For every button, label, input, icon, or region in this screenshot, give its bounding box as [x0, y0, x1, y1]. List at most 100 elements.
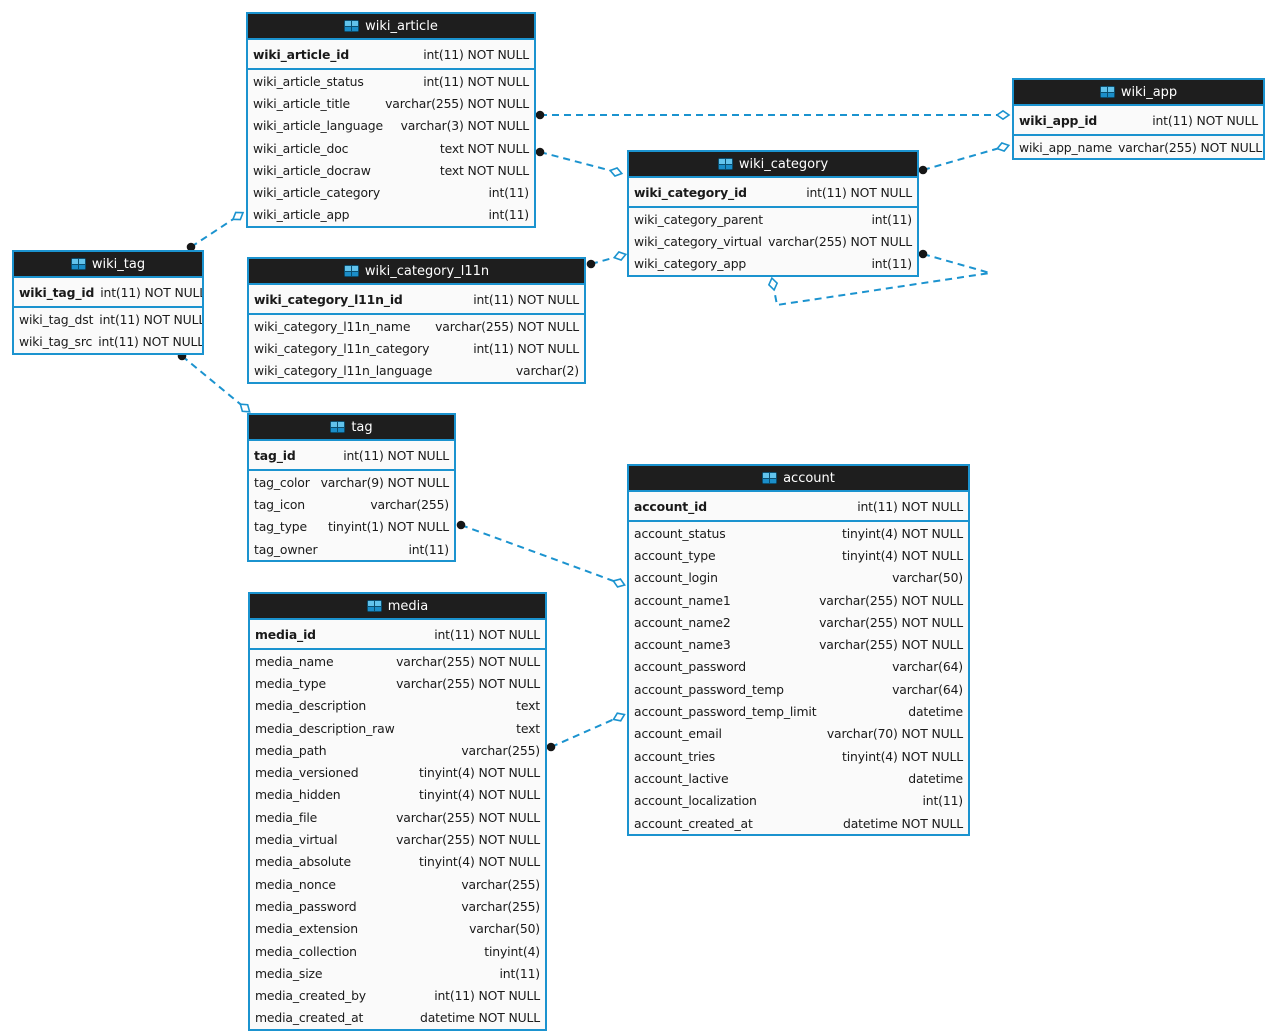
column-type: datetime: [908, 770, 963, 786]
columns-section: wiki_category_parent int(11) wiki_category…: [629, 208, 917, 275]
column-name: media_password: [255, 898, 357, 914]
column-name: wiki_category_app: [634, 256, 747, 272]
column-row-wiki_article_title: wiki_article_title varchar(255) NOT NULL: [248, 92, 534, 114]
table-title: media: [387, 598, 429, 614]
table-icon: [1099, 86, 1115, 98]
column-name: tag_type: [254, 519, 307, 535]
column-name: media_created_at: [255, 1010, 364, 1026]
table-wiki_category[interactable]: wiki_category wiki_category_id int(11) NOT…: [627, 150, 919, 277]
column-row-media_nonce: media_nonce varchar(255): [250, 873, 545, 895]
column-name: account_name3: [634, 637, 731, 653]
column-row-account_name1: account_name1 varchar(255) NOT NULL: [629, 589, 968, 611]
column-row-account_tries: account_tries tinyint(4) NOT NULL: [629, 745, 968, 767]
column-name: account_login: [634, 570, 718, 586]
table-header: tag: [249, 415, 454, 441]
column-name: account_password: [634, 659, 746, 675]
column-name: account_id: [634, 498, 707, 514]
column-row-wiki_category_parent: wiki_category_parent int(11): [629, 208, 917, 230]
column-name: wiki_article_doc: [253, 140, 349, 156]
column-row-media_id: media_id int(11) NOT NULL: [250, 620, 545, 648]
column-name: media_nonce: [255, 876, 336, 892]
table-media[interactable]: media media_id int(11) NOT NULL media_name v…: [248, 592, 547, 1032]
column-type: varchar(255) NOT NULL: [385, 95, 529, 111]
column-type: varchar(255) NOT NULL: [819, 614, 963, 630]
relationship-wiki_tag-to-tag[interactable]: [181, 355, 246, 409]
connector-diamond-endpoint-icon: [767, 276, 779, 292]
table-wiki_category_l11n[interactable]: wiki_category_l11n wiki_category_l11n_id i…: [247, 257, 586, 384]
column-row-account_name3: account_name3 varchar(255) NOT NULL: [629, 633, 968, 655]
table-title: tag: [351, 419, 373, 435]
column-row-wiki_category_id: wiki_category_id int(11) NOT NULL: [629, 178, 917, 206]
column-name: media_file: [255, 809, 318, 825]
table-icon: [70, 258, 86, 270]
column-type: int(11) NOT NULL: [857, 498, 963, 514]
column-row-media_collection: media_collection tinyint(4): [250, 940, 545, 962]
column-name: tag_id: [254, 447, 296, 463]
column-row-media_description: media_description text: [250, 695, 545, 717]
column-type: varchar(255): [370, 496, 449, 512]
column-row-media_password: media_password varchar(255): [250, 895, 545, 917]
column-row-tag_icon: tag_icon varchar(255): [249, 493, 454, 515]
column-type: varchar(255) NOT NULL: [819, 592, 963, 608]
column-row-media_path: media_path varchar(255): [250, 739, 545, 761]
column-type: tinyint(4): [484, 943, 540, 959]
column-name: wiki_article_status: [253, 73, 364, 89]
column-name: wiki_category_parent: [634, 211, 763, 227]
column-row-wiki_category_virtual: wiki_category_virtual varchar(255) NOT NU…: [629, 230, 917, 252]
column-type: text NOT NULL: [439, 140, 529, 156]
column-name: wiki_article_app: [253, 207, 350, 223]
column-name: account_email: [634, 726, 722, 742]
column-type: int(11) NOT NULL: [473, 291, 579, 307]
table-title: wiki_category_l11n: [364, 263, 490, 279]
column-row-account_type: account_type tinyint(4) NOT NULL: [629, 544, 968, 566]
column-name: media_created_by: [255, 988, 366, 1004]
column-name: wiki_tag_dst: [19, 311, 94, 327]
connector-dot-endpoint-icon: [918, 249, 928, 259]
column-name: account_password_temp_limit: [634, 704, 817, 720]
table-icon: [366, 600, 382, 612]
table-wiki_app[interactable]: wiki_app wiki_app_id int(11) NOT NULL wiki_…: [1012, 78, 1265, 161]
table-tag[interactable]: tag tag_id int(11) NOT NULL tag_color varcha…: [247, 413, 456, 563]
connector-diamond-endpoint-icon: [995, 142, 1011, 152]
column-name: tag_owner: [254, 541, 318, 557]
column-row-account_password_temp_limit: account_password_temp_limit datetime: [629, 700, 968, 722]
relationship-tag-to-account[interactable]: [460, 524, 620, 584]
relationship-wiki_category-to-wiki_app[interactable]: [922, 146, 1004, 171]
table-header: wiki_tag: [14, 252, 202, 278]
column-name: media_id: [255, 626, 316, 642]
column-row-wiki_tag_id: wiki_tag_id int(11) NOT NULL: [14, 278, 202, 306]
column-type: text NOT NULL: [439, 162, 529, 178]
column-row-wiki_category_l11n_category: wiki_category_l11n_category int(11) NOT N…: [249, 337, 584, 359]
column-name: account_type: [634, 547, 716, 563]
column-name: media_type: [255, 675, 326, 691]
column-type: varchar(255) NOT NULL: [396, 653, 540, 669]
columns-section: wiki_category_l11n_name varchar(255) NOT …: [249, 315, 584, 382]
column-type: int(11) NOT NULL: [423, 46, 529, 62]
column-row-tag_color: tag_color varchar(9) NOT NULL: [249, 471, 454, 493]
column-row-media_type: media_type varchar(255) NOT NULL: [250, 672, 545, 694]
column-name: media_hidden: [255, 787, 341, 803]
column-type: int(11): [871, 256, 912, 272]
column-name: account_lactive: [634, 770, 729, 786]
column-type: varchar(50): [469, 921, 540, 937]
relationship-wiki_article-to-wiki_category[interactable]: [539, 151, 617, 173]
column-row-wiki_app_id: wiki_app_id int(11) NOT NULL: [1014, 106, 1263, 134]
relationship-media-to-account[interactable]: [550, 716, 620, 748]
relationship-wiki_tag-to-wiki_article[interactable]: [190, 215, 239, 248]
column-name: account_name2: [634, 614, 731, 630]
table-title: wiki_category: [738, 156, 829, 172]
primary-key-section: account_id int(11) NOT NULL: [629, 492, 968, 522]
table-title: account: [783, 470, 835, 486]
table-wiki_article[interactable]: wiki_article wiki_article_id int(11) NOT N…: [246, 12, 536, 229]
column-type: int(11) NOT NULL: [1152, 112, 1258, 128]
column-row-media_size: media_size int(11): [250, 962, 545, 984]
table-account[interactable]: account account_id int(11) NOT NULL account…: [627, 464, 970, 837]
table-header: account: [629, 466, 968, 492]
table-wiki_tag[interactable]: wiki_tag wiki_tag_id int(11) NOT NULL wiki_…: [12, 250, 204, 355]
column-row-tag_owner: tag_owner int(11): [249, 538, 454, 560]
column-row-media_extension: media_extension varchar(50): [250, 918, 545, 940]
column-type: int(11): [408, 541, 449, 557]
primary-key-section: tag_id int(11) NOT NULL: [249, 441, 454, 471]
column-row-wiki_category_l11n_name: wiki_category_l11n_name varchar(255) NOT …: [249, 315, 584, 337]
column-row-wiki_category_l11n_language: wiki_category_l11n_language varchar(2): [249, 360, 584, 382]
